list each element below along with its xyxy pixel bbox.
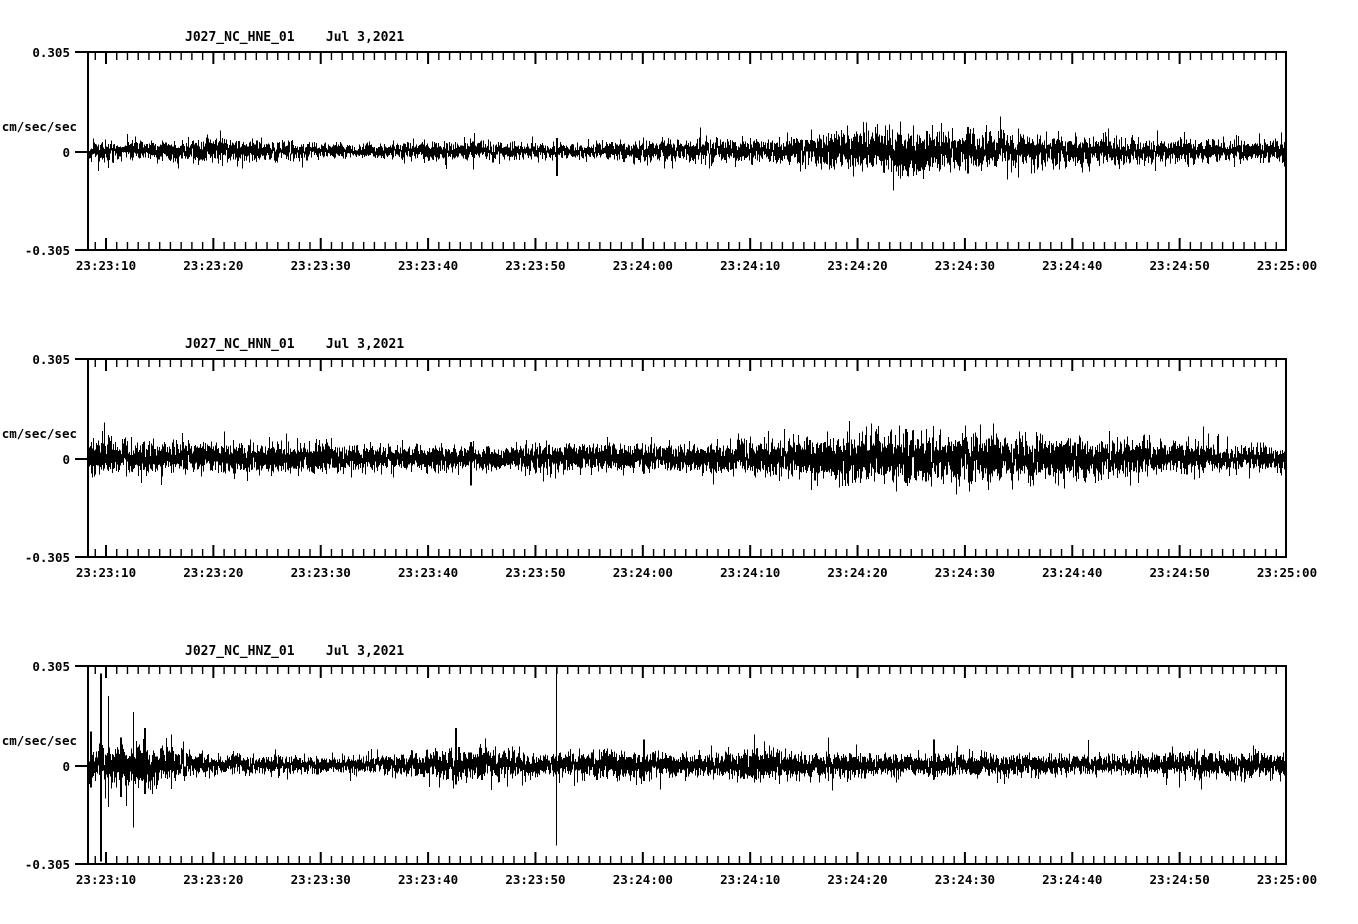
x-axis-tick-label: 23:24:30 (934, 258, 996, 273)
y-axis-mid-label-hnz: 0 (62, 759, 70, 774)
x-axis-tick-label: 23:24:50 (1149, 565, 1210, 580)
x-axis-tick-label: 23:24:00 (612, 872, 673, 887)
y-axis-mid-label-hnn: 0 (62, 452, 70, 467)
x-axis-tick-label: 23:23:20 (183, 258, 244, 273)
x-axis-tick-label: 23:23:20 (183, 872, 244, 887)
plot-area-hne[interactable] (87, 51, 1287, 251)
x-axis-tick-label: 23:24:20 (827, 872, 888, 887)
x-axis-tick-label: 23:23:10 (75, 565, 137, 580)
x-axis-tick-label: 23:24:30 (934, 872, 996, 887)
x-axis-tick-label: 23:23:10 (75, 872, 137, 887)
x-axis-tick-label: 23:24:20 (827, 565, 888, 580)
x-axis-tick-label: 23:24:00 (612, 258, 673, 273)
y-axis-mid-label-hne: 0 (62, 145, 70, 160)
y-axis-unit-label-hnz: cm/sec/sec (1, 733, 77, 748)
plot-area-hnn[interactable] (87, 358, 1287, 558)
y-axis-max-label-hne: 0.305 (32, 45, 70, 60)
x-axis-tick-label: 23:24:10 (720, 565, 781, 580)
y-axis-min-label-hnn: -0.305 (24, 550, 70, 565)
panel-title-hne: J027_NC_HNE_01 Jul 3,2021 (185, 30, 405, 45)
x-axis-tick-label: 23:24:40 (1042, 258, 1103, 273)
x-axis-tick-label: 23:24:40 (1042, 565, 1103, 580)
x-axis-tick-label: 23:23:40 (397, 565, 459, 580)
y-axis-max-label-hnn: 0.305 (32, 352, 70, 367)
y-axis-max-label-hnz: 0.305 (32, 659, 70, 674)
x-axis-tick-label: 23:23:30 (290, 872, 351, 887)
waveform-trace-hnz (89, 668, 1285, 862)
x-axis-tick-label: 23:24:20 (827, 258, 888, 273)
waveform-trace-hne (89, 116, 1285, 191)
x-axis-tick-label: 23:23:30 (290, 258, 351, 273)
plot-area-hnz[interactable] (87, 665, 1287, 865)
x-axis-tick-label: 23:23:10 (75, 258, 137, 273)
y-tick-min-hnz (75, 863, 87, 865)
x-axis-tick-label: 23:23:20 (183, 565, 244, 580)
panel-title-hnn: J027_NC_HNN_01 Jul 3,2021 (185, 337, 405, 352)
x-axis-tick-label: 23:25:00 (1256, 258, 1318, 273)
y-tick-mid-hnn (75, 458, 87, 460)
x-axis-tick-label: 23:23:40 (397, 872, 459, 887)
x-axis-tick-label: 23:23:50 (505, 872, 566, 887)
x-axis-tick-label: 23:25:00 (1256, 872, 1318, 887)
y-tick-min-hne (75, 249, 87, 251)
y-tick-mid-hne (75, 151, 87, 153)
x-axis-tick-label: 23:24:50 (1149, 258, 1210, 273)
x-axis-labels-hnz: 23:23:10 23:23:20 23:23:30 23:23:40 23:23:50… (0, 872, 1358, 894)
panel-title-hnz: J027_NC_HNZ_01 Jul 3,2021 (185, 644, 405, 659)
x-axis-tick-label: 23:24:00 (612, 565, 673, 580)
waveform-trace-hnn (89, 420, 1285, 495)
x-axis-tick-label: 23:23:30 (290, 565, 351, 580)
x-axis-tick-label: 23:24:50 (1149, 872, 1210, 887)
x-axis-labels-hnn: 23:23:10 23:23:20 23:23:30 23:23:40 23:23:50… (0, 565, 1358, 587)
waveform-panel-hnn: J027_NC_HNN_01 Jul 3,2021 cm/sec/sec 0.3… (0, 307, 1358, 617)
x-axis-labels-hne: 23:23:10 23:23:20 23:23:30 23:23:40 23:23:50… (0, 258, 1358, 280)
y-tick-max-hne (75, 51, 87, 53)
waveform-panel-hnz: J027_NC_HNZ_01 Jul 3,2021 cm/sec/sec 0.3… (0, 614, 1358, 924)
x-axis-tick-label: 23:24:10 (720, 258, 781, 273)
y-axis-unit-label-hnn: cm/sec/sec (1, 426, 77, 441)
x-axis-tick-label: 23:25:00 (1256, 565, 1318, 580)
y-axis-min-label-hne: -0.305 (24, 243, 70, 258)
x-axis-tick-label: 23:24:10 (720, 872, 781, 887)
y-axis-unit-label-hne: cm/sec/sec (1, 119, 77, 134)
x-axis-tick-label: 23:24:30 (934, 565, 996, 580)
x-axis-tick-label: 23:23:40 (397, 258, 459, 273)
waveform-panel-hne: J027_NC_HNE_01 Jul 3,2021 cm/sec/sec 0.3… (0, 0, 1358, 310)
x-axis-tick-label: 23:24:40 (1042, 872, 1103, 887)
y-tick-min-hnn (75, 556, 87, 558)
y-tick-max-hnz (75, 665, 87, 667)
y-tick-max-hnn (75, 358, 87, 360)
y-tick-mid-hnz (75, 765, 87, 767)
x-axis-tick-label: 23:23:50 (505, 258, 566, 273)
y-axis-min-label-hnz: -0.305 (24, 857, 70, 872)
x-axis-tick-label: 23:23:50 (505, 565, 566, 580)
